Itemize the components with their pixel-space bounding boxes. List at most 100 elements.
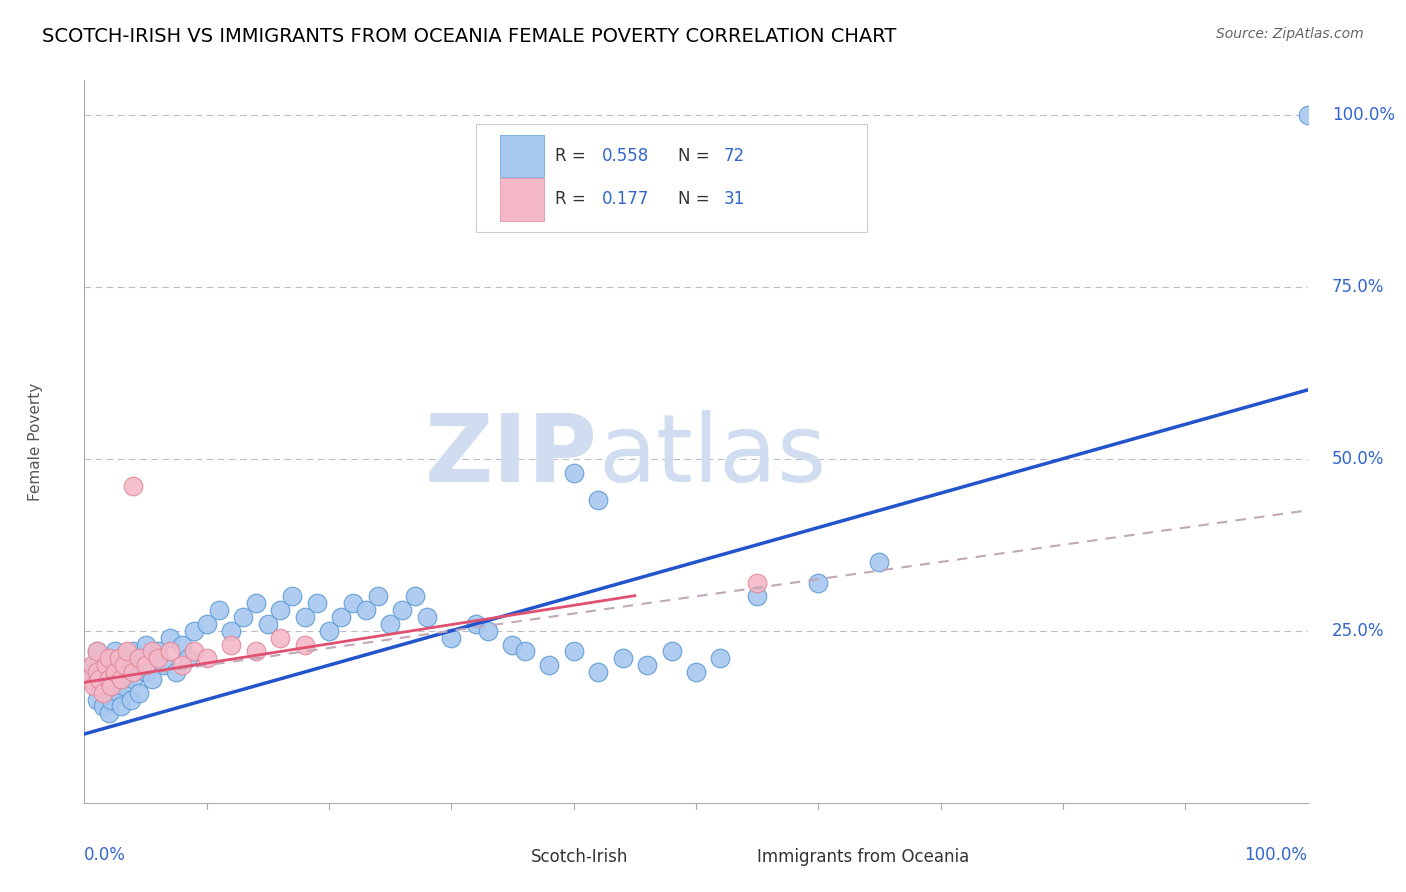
Point xyxy=(513,644,536,658)
Point xyxy=(146,651,169,665)
Point xyxy=(586,493,609,508)
FancyBboxPatch shape xyxy=(475,124,868,232)
Point xyxy=(177,651,200,665)
FancyBboxPatch shape xyxy=(501,178,544,221)
Point xyxy=(342,596,364,610)
Point xyxy=(219,638,242,652)
Point xyxy=(661,644,683,658)
Point xyxy=(97,706,120,721)
Point xyxy=(91,651,114,665)
Point xyxy=(87,679,110,693)
Point xyxy=(159,631,181,645)
Point xyxy=(97,651,120,665)
Point xyxy=(100,679,122,693)
Text: 31: 31 xyxy=(724,191,745,209)
Point xyxy=(281,590,304,604)
Point xyxy=(91,686,114,700)
Point xyxy=(502,638,524,652)
Point xyxy=(107,651,129,665)
Point xyxy=(172,658,194,673)
Text: N =: N = xyxy=(678,147,714,165)
Point xyxy=(183,644,205,658)
Point xyxy=(100,692,122,706)
Point xyxy=(97,658,120,673)
Text: 100.0%: 100.0% xyxy=(1244,847,1308,864)
Point xyxy=(747,575,769,590)
Point xyxy=(269,631,291,645)
Point xyxy=(747,590,769,604)
Point xyxy=(104,679,127,693)
Point xyxy=(86,692,108,706)
Point xyxy=(477,624,499,638)
Point xyxy=(464,616,486,631)
Point xyxy=(380,616,402,631)
Point xyxy=(115,644,138,658)
Point xyxy=(232,610,254,624)
Point xyxy=(91,699,114,714)
Point xyxy=(219,624,242,638)
Text: R =: R = xyxy=(555,147,592,165)
Point xyxy=(86,665,108,679)
Point xyxy=(269,603,291,617)
Text: SCOTCH-IRISH VS IMMIGRANTS FROM OCEANIA FEMALE POVERTY CORRELATION CHART: SCOTCH-IRISH VS IMMIGRANTS FROM OCEANIA … xyxy=(42,27,897,45)
Point xyxy=(141,672,163,686)
Point xyxy=(195,616,218,631)
Point xyxy=(79,672,101,686)
Point xyxy=(110,665,132,679)
Text: 0.177: 0.177 xyxy=(602,191,650,209)
Text: 0.558: 0.558 xyxy=(602,147,650,165)
Point xyxy=(128,651,150,665)
Point xyxy=(77,672,100,686)
Point xyxy=(86,665,108,679)
Point xyxy=(586,665,609,679)
Point xyxy=(416,610,439,624)
Point xyxy=(367,590,389,604)
Point xyxy=(709,651,731,665)
Point xyxy=(330,610,353,624)
Point xyxy=(96,686,118,700)
Point xyxy=(122,672,145,686)
Point xyxy=(86,644,108,658)
Point xyxy=(135,665,157,679)
Point xyxy=(120,692,142,706)
Point xyxy=(122,479,145,493)
Point xyxy=(404,590,426,604)
Point xyxy=(112,658,135,673)
Point xyxy=(159,644,181,658)
Point xyxy=(135,658,157,673)
Point xyxy=(110,672,132,686)
Text: 25.0%: 25.0% xyxy=(1331,622,1385,640)
Point xyxy=(195,651,218,665)
Text: Female Poverty: Female Poverty xyxy=(28,383,44,500)
Point xyxy=(122,644,145,658)
Point xyxy=(165,665,187,679)
Text: R =: R = xyxy=(555,191,596,209)
Point xyxy=(115,658,138,673)
Point xyxy=(122,665,145,679)
Point xyxy=(83,658,105,673)
Point xyxy=(141,644,163,658)
Point xyxy=(1296,108,1319,122)
FancyBboxPatch shape xyxy=(485,841,527,873)
Text: 75.0%: 75.0% xyxy=(1331,277,1385,296)
Point xyxy=(294,610,316,624)
FancyBboxPatch shape xyxy=(501,135,544,178)
Point xyxy=(562,466,585,480)
Point xyxy=(183,624,205,638)
Point xyxy=(612,651,634,665)
Text: N =: N = xyxy=(678,191,714,209)
Point xyxy=(146,644,169,658)
Point xyxy=(128,686,150,700)
Point xyxy=(685,665,707,679)
Point xyxy=(318,624,340,638)
Point xyxy=(104,665,127,679)
Text: 50.0%: 50.0% xyxy=(1331,450,1385,467)
FancyBboxPatch shape xyxy=(711,841,754,873)
Point xyxy=(86,644,108,658)
Text: Scotch-Irish: Scotch-Irish xyxy=(531,848,628,866)
Point xyxy=(87,672,110,686)
Point xyxy=(208,603,231,617)
Point xyxy=(257,616,280,631)
Text: atlas: atlas xyxy=(598,410,827,502)
Point xyxy=(96,658,118,673)
